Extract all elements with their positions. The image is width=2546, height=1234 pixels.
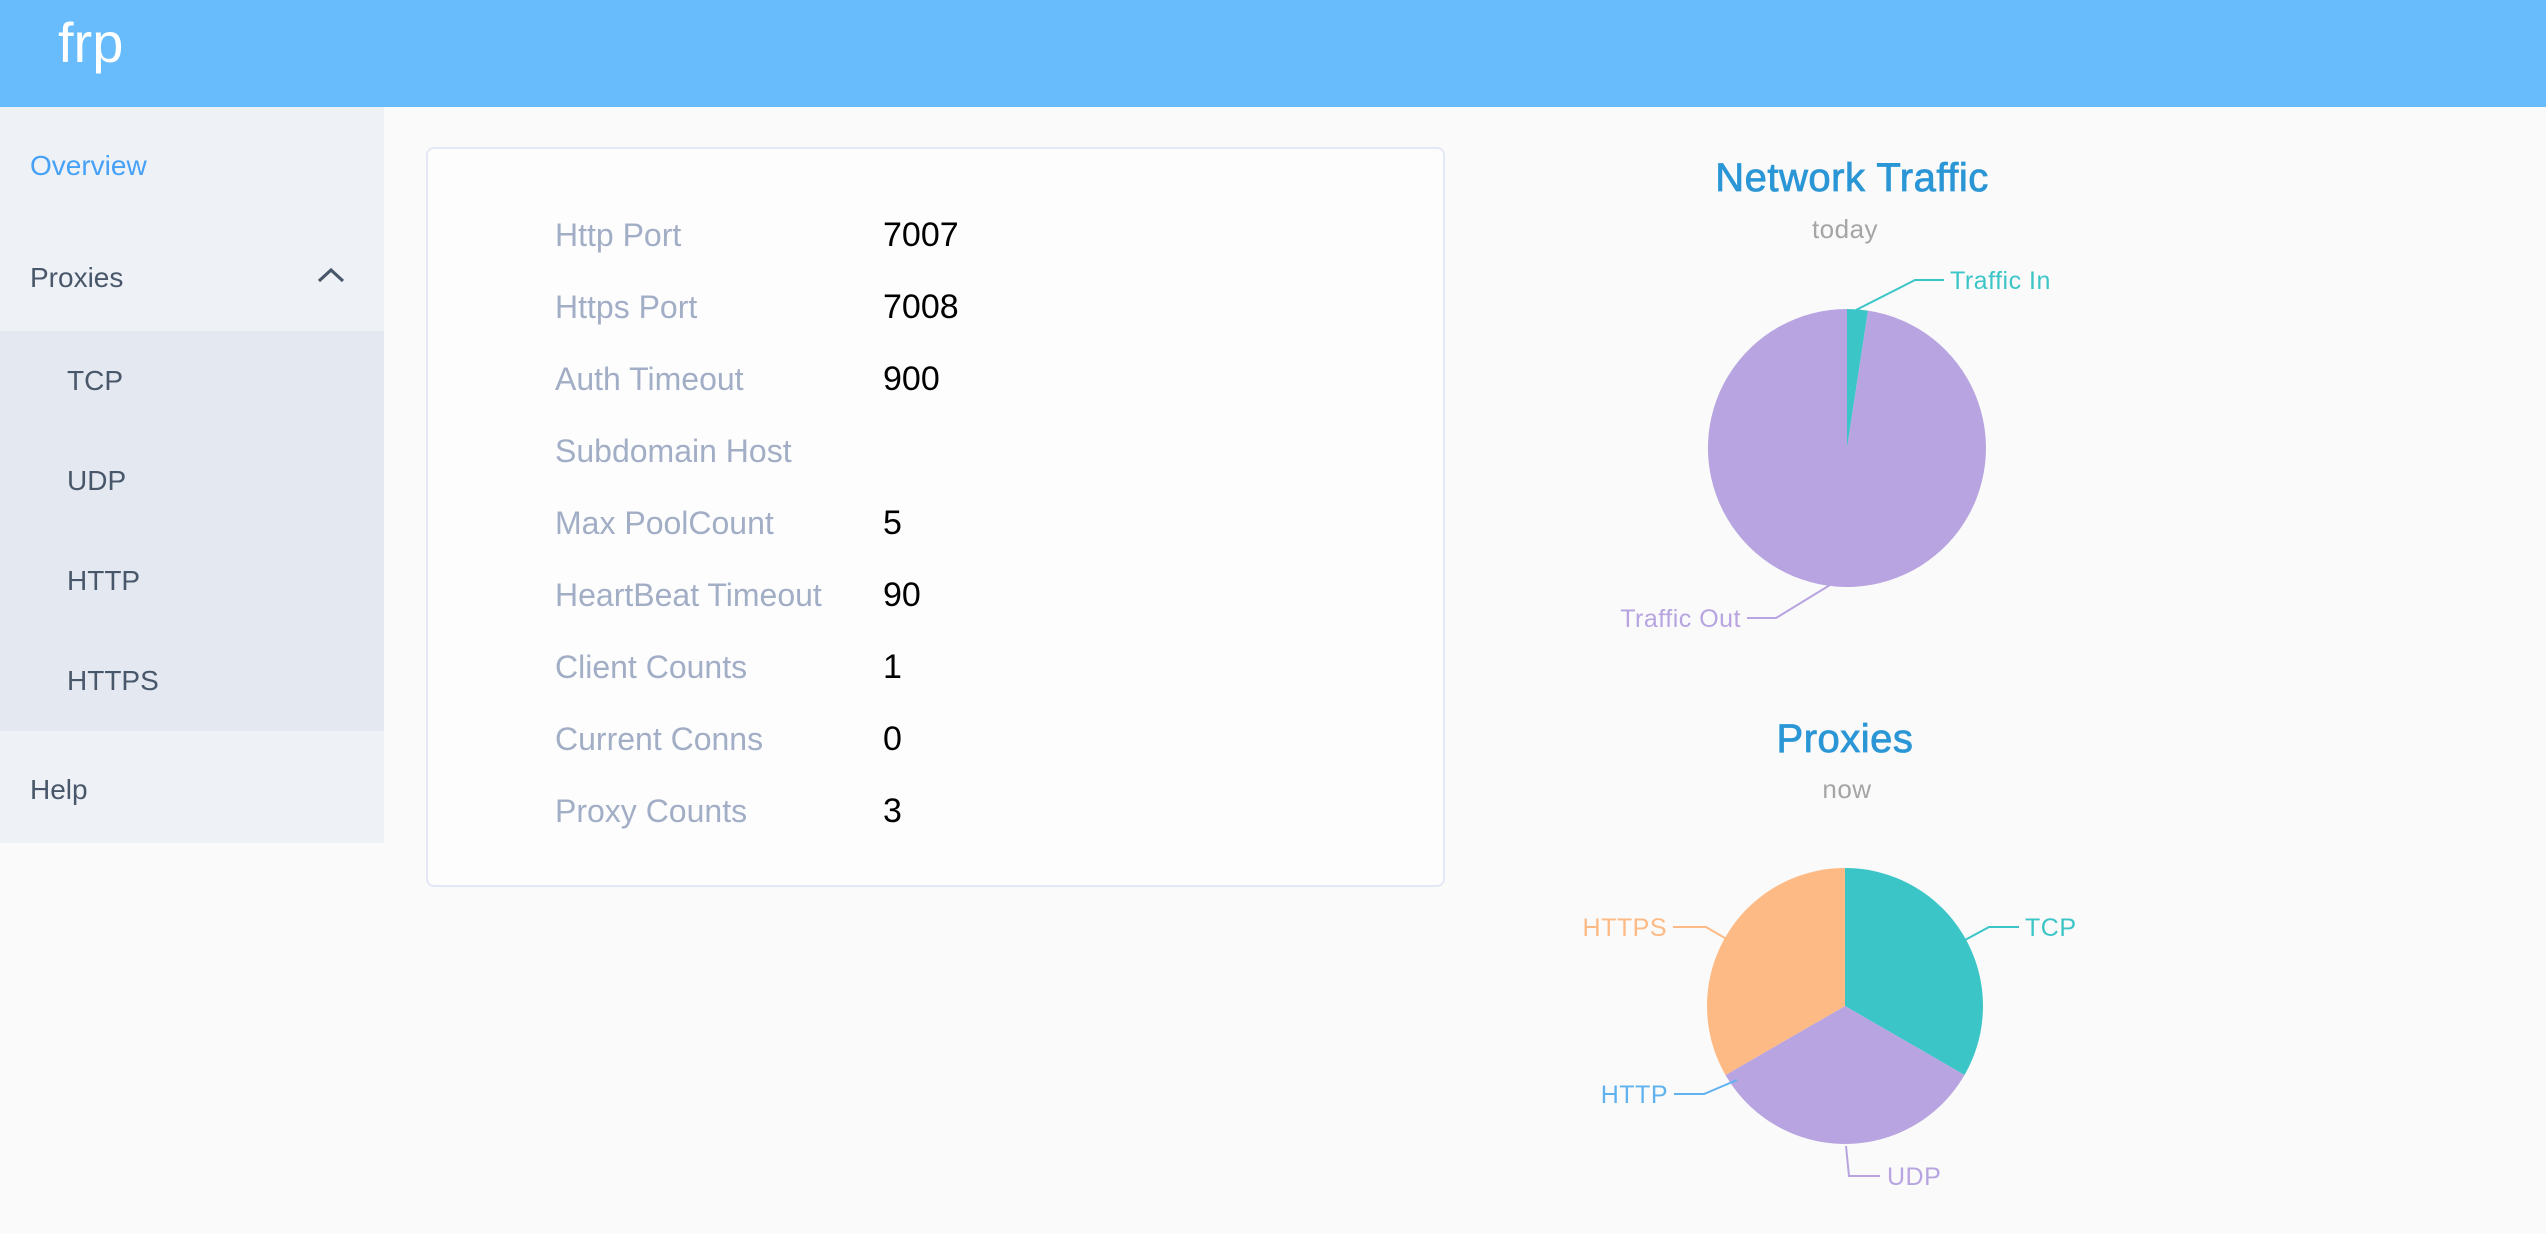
svg-text:Traffic In: Traffic In (1950, 267, 2051, 295)
svg-text:Traffic Out: Traffic Out (1620, 605, 1741, 633)
svg-text:Proxies: Proxies (1777, 717, 1914, 761)
svg-text:UDP: UDP (1887, 1163, 1941, 1191)
svg-text:HTTPS: HTTPS (1583, 914, 1667, 942)
svg-text:TCP: TCP (2025, 914, 2077, 942)
svg-text:HTTP: HTTP (1601, 1081, 1668, 1109)
svg-text:Network Traffic: Network Traffic (1715, 156, 1989, 200)
svg-text:today: today (1812, 214, 1878, 244)
svg-text:now: now (1822, 774, 1871, 804)
